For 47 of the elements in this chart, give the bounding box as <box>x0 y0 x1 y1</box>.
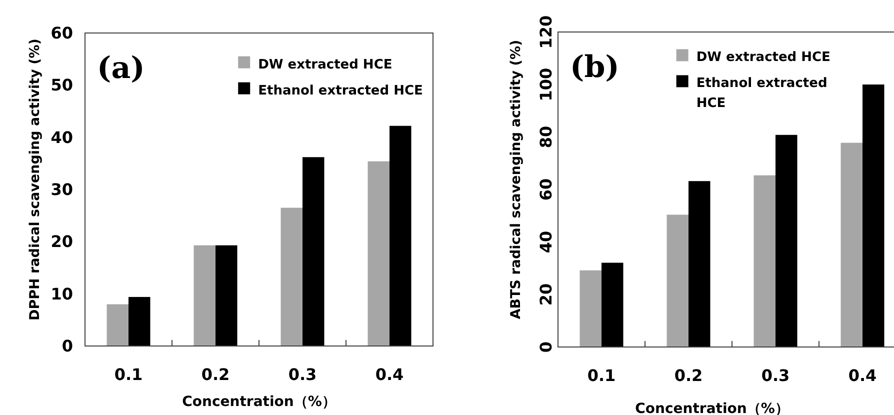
y-axis-title: ABTS radical scavenging activity (%) <box>508 40 524 320</box>
y-tick-label: 120 <box>536 15 556 49</box>
bar <box>602 262 624 347</box>
bar <box>280 208 302 346</box>
y-tick-label: 10 <box>50 284 73 304</box>
bar <box>106 304 128 346</box>
annotation: (b) <box>570 50 620 85</box>
x-tick-label: 0.1 <box>587 366 616 385</box>
legend-label: Ethanol extracted HCE <box>258 83 423 98</box>
x-tick-label: 0.4 <box>375 365 404 384</box>
x-tick-label: 0.3 <box>761 366 790 385</box>
bar <box>776 134 798 347</box>
bar <box>128 296 150 346</box>
y-tick-label: 60 <box>536 178 556 201</box>
y-tick-label: 20 <box>50 232 73 252</box>
bar <box>194 245 216 346</box>
bar <box>368 161 390 346</box>
y-tick-label: 50 <box>50 76 73 95</box>
y-tick-label: 0 <box>62 336 73 356</box>
y-tick-label: 0 <box>536 341 556 353</box>
x-tick-label: 0.1 <box>114 365 143 384</box>
annotation: (a) <box>97 51 145 86</box>
bar <box>862 84 884 347</box>
y-tick-label: 20 <box>536 283 556 306</box>
bar <box>688 181 710 347</box>
legend-label: DW extracted HCE <box>258 57 392 72</box>
bar <box>216 245 238 346</box>
bar <box>390 126 412 346</box>
y-tick-label: 60 <box>50 24 73 42</box>
bar <box>754 175 776 347</box>
bar <box>840 142 862 347</box>
bar <box>666 214 688 347</box>
y-tick-label: 100 <box>536 68 556 102</box>
y-axis-title: DPPH radical scavenging activity (%) <box>27 38 43 320</box>
bar <box>302 157 324 346</box>
legend-label: DW extracted HCE <box>696 50 830 66</box>
legend-label: Ethanol extracted HCE <box>696 76 828 112</box>
x-tick-label: 0.4 <box>848 366 877 385</box>
y-tick-label: 40 <box>536 230 556 254</box>
y-tick-label: 40 <box>50 128 73 147</box>
x-axis-title: Concentration（%） <box>182 394 336 410</box>
x-tick-label: 0.2 <box>674 366 703 385</box>
bar <box>580 270 602 347</box>
y-tick-label: 30 <box>50 180 73 199</box>
x-tick-label: 0.3 <box>288 365 317 384</box>
y-tick-label: 80 <box>536 126 556 148</box>
x-tick-label: 0.2 <box>201 365 230 384</box>
